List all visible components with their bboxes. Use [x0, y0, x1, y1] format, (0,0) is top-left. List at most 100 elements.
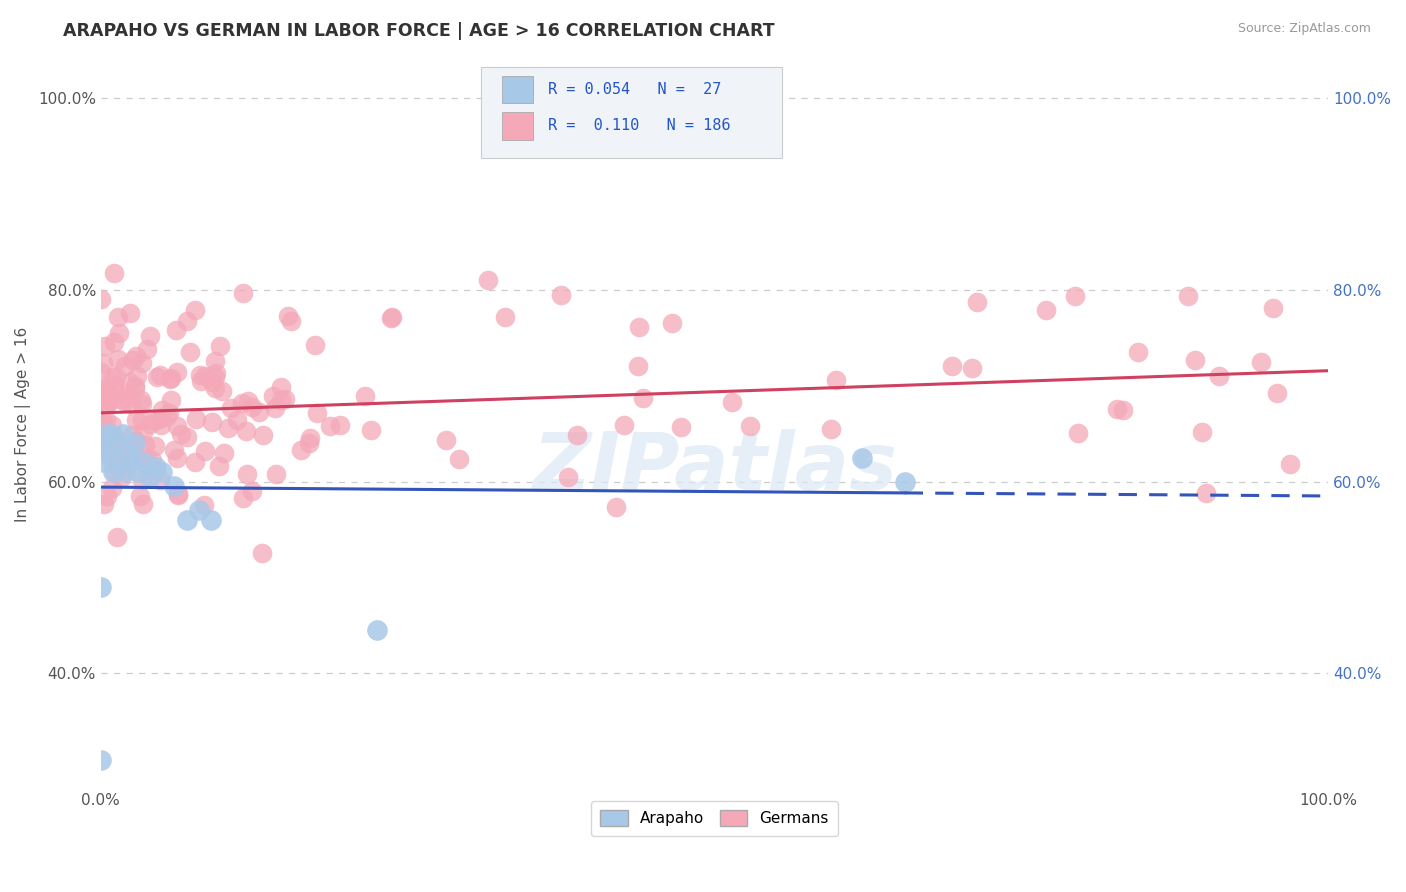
Point — [280, 313, 302, 327]
Point — [194, 369, 217, 384]
Point — [156, 409, 179, 424]
Point — [1191, 425, 1213, 440]
Point — [240, 484, 263, 499]
Point — [118, 376, 141, 390]
Point — [188, 503, 211, 517]
Point — [319, 418, 342, 433]
Point — [1126, 345, 1149, 359]
Point — [166, 419, 188, 434]
Point — [121, 428, 143, 442]
Point — [114, 465, 136, 479]
Point — [149, 473, 172, 487]
Point — [307, 406, 329, 420]
Point — [1250, 354, 1272, 368]
Point — [111, 426, 134, 441]
Point — [103, 464, 125, 478]
Point — [274, 392, 297, 406]
Point — [103, 382, 125, 396]
Point — [98, 390, 121, 404]
Point — [107, 433, 129, 447]
Point — [204, 381, 226, 395]
Point — [132, 497, 155, 511]
Point — [125, 413, 148, 427]
Point — [270, 393, 292, 408]
Text: R =  0.110   N = 186: R = 0.110 N = 186 — [547, 119, 730, 134]
Point — [270, 380, 292, 394]
Point — [105, 530, 128, 544]
Point — [96, 426, 118, 441]
Point — [236, 467, 259, 482]
Point — [98, 395, 121, 409]
Point — [1278, 458, 1301, 472]
Point — [167, 488, 190, 502]
Point — [825, 373, 848, 387]
Point — [90, 409, 112, 424]
Point — [381, 310, 404, 324]
Point — [160, 371, 183, 385]
Point — [941, 359, 963, 373]
Point — [962, 360, 984, 375]
Point — [101, 370, 124, 384]
Point — [204, 354, 226, 368]
Point — [138, 329, 160, 343]
Point — [232, 491, 254, 506]
Point — [104, 458, 127, 472]
Point — [360, 423, 382, 437]
Point — [477, 273, 499, 287]
Point — [110, 453, 132, 467]
Point — [264, 467, 287, 481]
Point — [738, 419, 761, 434]
Point — [131, 397, 153, 411]
Point — [1105, 401, 1128, 416]
Point — [91, 426, 114, 441]
Point — [235, 424, 257, 438]
Point — [107, 326, 129, 340]
Point — [366, 624, 388, 638]
Point — [132, 425, 155, 439]
Point — [131, 413, 153, 427]
Point — [204, 367, 226, 381]
Point — [1067, 425, 1090, 440]
Point — [139, 470, 162, 484]
Point — [188, 368, 211, 383]
Point — [115, 391, 138, 405]
Point — [100, 426, 122, 441]
Point — [176, 430, 198, 444]
Point — [131, 473, 153, 487]
Point — [145, 460, 167, 475]
Point — [157, 406, 180, 420]
Point — [93, 382, 115, 396]
Point — [90, 365, 112, 379]
Point — [114, 359, 136, 373]
Point — [91, 455, 114, 469]
Point — [1208, 369, 1230, 384]
Point — [129, 489, 152, 503]
Point — [159, 393, 181, 408]
Point — [329, 418, 352, 433]
Point — [127, 465, 149, 479]
Point — [111, 442, 134, 456]
Point — [145, 413, 167, 427]
Point — [613, 417, 636, 432]
Point — [150, 465, 173, 479]
Point — [179, 345, 201, 359]
Point — [380, 311, 402, 326]
Point — [96, 392, 118, 407]
Point — [143, 463, 166, 477]
Point — [98, 446, 121, 460]
Point — [163, 479, 186, 493]
Point — [221, 401, 243, 415]
Point — [671, 420, 693, 434]
Point — [225, 413, 247, 427]
Point — [299, 431, 322, 445]
Point — [124, 381, 146, 395]
Point — [190, 374, 212, 388]
Point — [93, 436, 115, 450]
Point — [163, 442, 186, 457]
Point — [149, 418, 172, 433]
Text: ZIPatlas: ZIPatlas — [531, 429, 897, 507]
Point — [124, 379, 146, 393]
Point — [132, 455, 155, 469]
Point — [184, 302, 207, 317]
Point — [104, 377, 127, 392]
